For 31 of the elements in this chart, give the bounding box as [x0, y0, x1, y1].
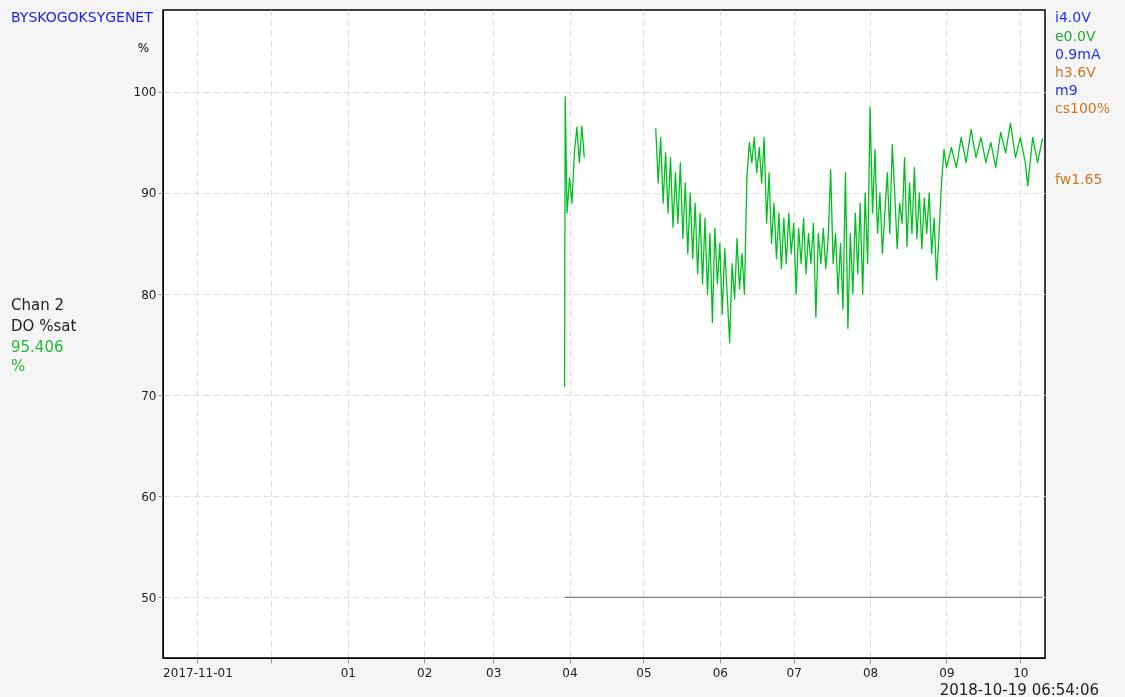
x-tick-label: 05	[636, 665, 652, 680]
y-tick-label: 80	[141, 287, 157, 302]
x-tick-label: 10	[1013, 665, 1029, 680]
text: i4.0V	[1055, 9, 1092, 25]
x-tick-label: 2017-11-01	[163, 665, 233, 680]
text: Chan 2	[11, 296, 64, 314]
text: DO %sat	[11, 317, 77, 335]
text: %	[11, 357, 26, 375]
text: e0.0V	[1055, 28, 1096, 44]
x-tick-label: 04	[562, 665, 578, 680]
chart-title: BYSKOGOKSYGENET	[11, 9, 154, 25]
y-tick-label: 50	[141, 590, 157, 605]
text: h3.6V	[1055, 64, 1097, 80]
x-tick-label: 07	[786, 665, 802, 680]
text: 2018-10-19 06:54:06	[939, 681, 1099, 697]
x-tick-label: 09	[939, 665, 955, 680]
y-tick-label: 100	[133, 85, 157, 100]
x-tick-label: 03	[485, 665, 502, 680]
text: fw1.65	[1055, 171, 1103, 187]
text: m9	[1055, 82, 1078, 98]
y-tick-label: 90	[141, 186, 157, 201]
text: cs100%	[1055, 100, 1111, 116]
text: 95.406	[11, 338, 64, 356]
y-axis-title: %	[137, 40, 150, 55]
x-tick-label: 06	[712, 665, 728, 680]
x-tick-label: 01	[340, 665, 356, 680]
y-tick-label: 60	[141, 489, 157, 504]
y-tick-label: 70	[141, 388, 157, 403]
text: 0.9mA	[1055, 46, 1101, 62]
x-tick-label: 08	[862, 665, 879, 680]
x-tick-label: 02	[417, 665, 433, 680]
